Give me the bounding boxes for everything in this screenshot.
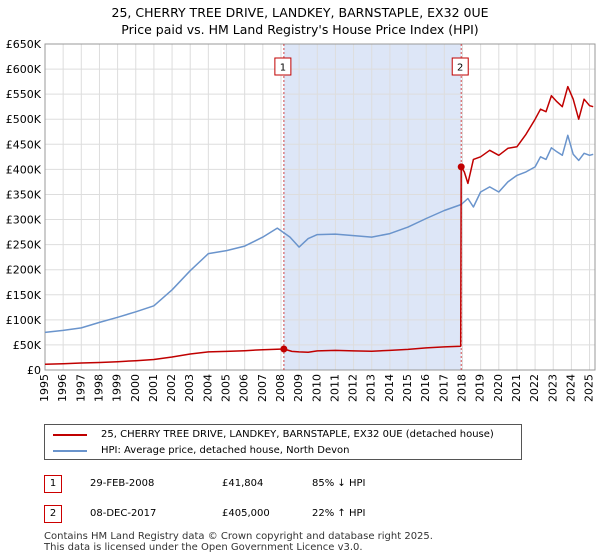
chart-title: 25, CHERRY TREE DRIVE, LANDKEY, BARNSTAP… xyxy=(0,4,600,38)
x-tick-label: 2020 xyxy=(492,374,505,402)
y-tick-label: £50K xyxy=(13,339,42,352)
x-tick-label: 2007 xyxy=(256,374,269,402)
sale-marker-1: 1 xyxy=(44,475,62,493)
x-tick-label: 2006 xyxy=(238,374,251,402)
y-tick-label: £300K xyxy=(6,214,42,227)
y-tick-label: £550K xyxy=(6,88,42,101)
y-tick-label: £200K xyxy=(6,264,42,277)
x-tick-label: 1995 xyxy=(38,374,51,402)
sale-hpi-1: 85% ↓ HPI xyxy=(312,478,366,489)
x-tick-label: 2008 xyxy=(274,374,287,402)
sale-marker-2: 2 xyxy=(44,505,62,523)
price-chart: £0 £50K £100K £150K £200K £250K £300K £350K £400… xyxy=(6,38,596,402)
footer-line-2: This data is licensed under the Open Gov… xyxy=(44,542,363,553)
property-price-line xyxy=(44,85,594,365)
sale-row-2: 2 08-DEC-2017 £405,000 22% ↑ HPI xyxy=(44,505,544,523)
x-tick-label: 2002 xyxy=(165,374,178,402)
legend-swatch-property xyxy=(53,434,87,436)
legend-swatch-hpi xyxy=(53,450,87,452)
x-tick-label: 2015 xyxy=(401,374,414,402)
x-tick-label: 1997 xyxy=(74,374,87,402)
legend-label-hpi: HPI: Average price, detached house, Nort… xyxy=(101,445,350,456)
footer-line-1: Contains HM Land Registry data © Crown c… xyxy=(44,531,433,542)
sale-hpi-2: 22% ↑ HPI xyxy=(312,508,366,519)
y-tick-label: £500K xyxy=(6,113,42,126)
y-tick-label: £0 xyxy=(27,364,41,377)
x-tick-label: 2017 xyxy=(437,374,450,402)
x-tick-label: 2023 xyxy=(546,374,559,402)
x-tick-label: 1996 xyxy=(56,374,69,402)
y-tick-label: £100K xyxy=(6,314,42,327)
sale-box-label-2: 2 xyxy=(457,63,463,74)
sale-box-2 xyxy=(451,57,469,76)
x-tick-label: 2001 xyxy=(147,374,160,402)
chart-legend: 25, CHERRY TREE DRIVE, LANDKEY, BARNSTAP… xyxy=(44,424,522,460)
y-tick-label: £250K xyxy=(6,239,42,252)
x-tick-label: 2018 xyxy=(455,374,468,402)
x-tick-label: 2011 xyxy=(328,374,341,402)
x-tick-label: 2014 xyxy=(383,374,396,402)
x-tick-label: 2009 xyxy=(292,374,305,402)
y-tick-label: £600K xyxy=(6,63,42,76)
x-tick-label: 2021 xyxy=(510,374,523,402)
x-tick-label: 2010 xyxy=(310,374,323,402)
hpi-line xyxy=(44,134,594,334)
x-tick-label: 2004 xyxy=(201,374,214,402)
sale-date-2: 08-DEC-2017 xyxy=(90,508,157,519)
title-line-1: 25, CHERRY TREE DRIVE, LANDKEY, BARNSTAP… xyxy=(111,5,489,20)
sale-box-label-1: 1 xyxy=(280,63,286,74)
x-tick-label: 2003 xyxy=(183,374,196,402)
plot-frame xyxy=(44,43,596,371)
sale-price-2: £405,000 xyxy=(222,508,270,519)
sale-row-1: 1 29-FEB-2008 £41,804 85% ↓ HPI xyxy=(44,475,544,493)
x-tick-label: 2000 xyxy=(129,374,142,402)
x-tick-label: 1998 xyxy=(92,374,105,402)
x-tick-label: 2025 xyxy=(583,374,596,402)
y-tick-label: £350K xyxy=(6,188,42,201)
footer-attribution: Contains HM Land Registry data © Crown c… xyxy=(44,531,433,553)
x-tick-label: 2024 xyxy=(564,374,577,402)
x-tick-label: 2005 xyxy=(220,374,233,402)
x-tick-label: 2022 xyxy=(528,374,541,402)
y-tick-label: £400K xyxy=(6,163,42,176)
x-tick-label: 1999 xyxy=(111,374,124,402)
sale-point-1 xyxy=(280,345,288,353)
y-tick-label: £650K xyxy=(6,38,42,51)
y-tick-label: £450K xyxy=(6,138,42,151)
y-tick-label: £150K xyxy=(6,289,42,302)
sale-point-2 xyxy=(457,163,465,171)
legend-label-property: 25, CHERRY TREE DRIVE, LANDKEY, BARNSTAP… xyxy=(101,429,494,440)
sale-price-1: £41,804 xyxy=(222,478,264,489)
x-tick-label: 2019 xyxy=(474,374,487,402)
sale-box-1 xyxy=(274,57,292,76)
shaded-period xyxy=(283,44,462,370)
x-tick-label: 2016 xyxy=(419,374,432,402)
title-line-2: Price paid vs. HM Land Registry's House … xyxy=(121,22,479,37)
x-tick-label: 2012 xyxy=(347,374,360,402)
x-tick-label: 2013 xyxy=(365,374,378,402)
sale-date-1: 29-FEB-2008 xyxy=(90,478,155,489)
